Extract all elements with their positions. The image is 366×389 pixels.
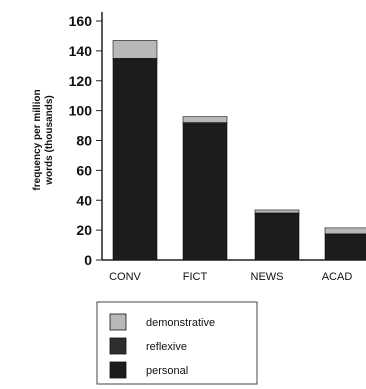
y-tick-label: 120 [69,73,93,89]
y-tick-label: 0 [84,252,92,268]
legend-label-demonstrative: demonstrative [146,317,215,329]
category-labels: CONV FICT NEWS ACAD [109,271,352,283]
bar-acad-demonstrative [324,227,366,235]
bar-conv-personal [112,59,158,261]
x-tick-label: ACAD [322,271,353,283]
legend-swatch-demonstrative [109,313,127,331]
bar-conv-demonstrative [112,40,158,59]
y-axis-ticks: 0 20 40 60 80 100 120 140 160 [69,13,102,268]
x-tick-label: CONV [109,271,141,283]
y-tick-label: 140 [69,43,93,59]
y-tick-label: 100 [69,103,93,119]
legend-swatch-personal [109,361,127,379]
legend-label-personal: personal [146,365,188,377]
y-axis-title-line2: words (thousands) [44,95,55,185]
bar-fict-personal [182,123,228,261]
x-tick-label: FICT [183,271,208,283]
y-axis-title-line1: frequency per million [32,89,43,190]
y-tick-label: 160 [69,13,93,29]
bar-fict-demonstrative [182,116,228,123]
y-axis-title: frequency per million words (thousands) [32,89,55,190]
legend-swatch-reflexive [109,337,127,355]
bar-acad-personal [324,234,366,261]
legend-label-reflexive: reflexive [146,341,187,353]
y-tick-label: 20 [76,222,92,238]
y-tick-label: 40 [76,192,92,208]
y-tick-label: 80 [76,133,92,149]
y-tick-label: 60 [76,162,92,178]
bar-news-demonstrative [254,209,300,214]
legend: demonstrative reflexive personal [96,301,258,385]
bar-news-personal [254,213,300,261]
bars [112,40,366,261]
x-tick-label: NEWS [251,271,284,283]
